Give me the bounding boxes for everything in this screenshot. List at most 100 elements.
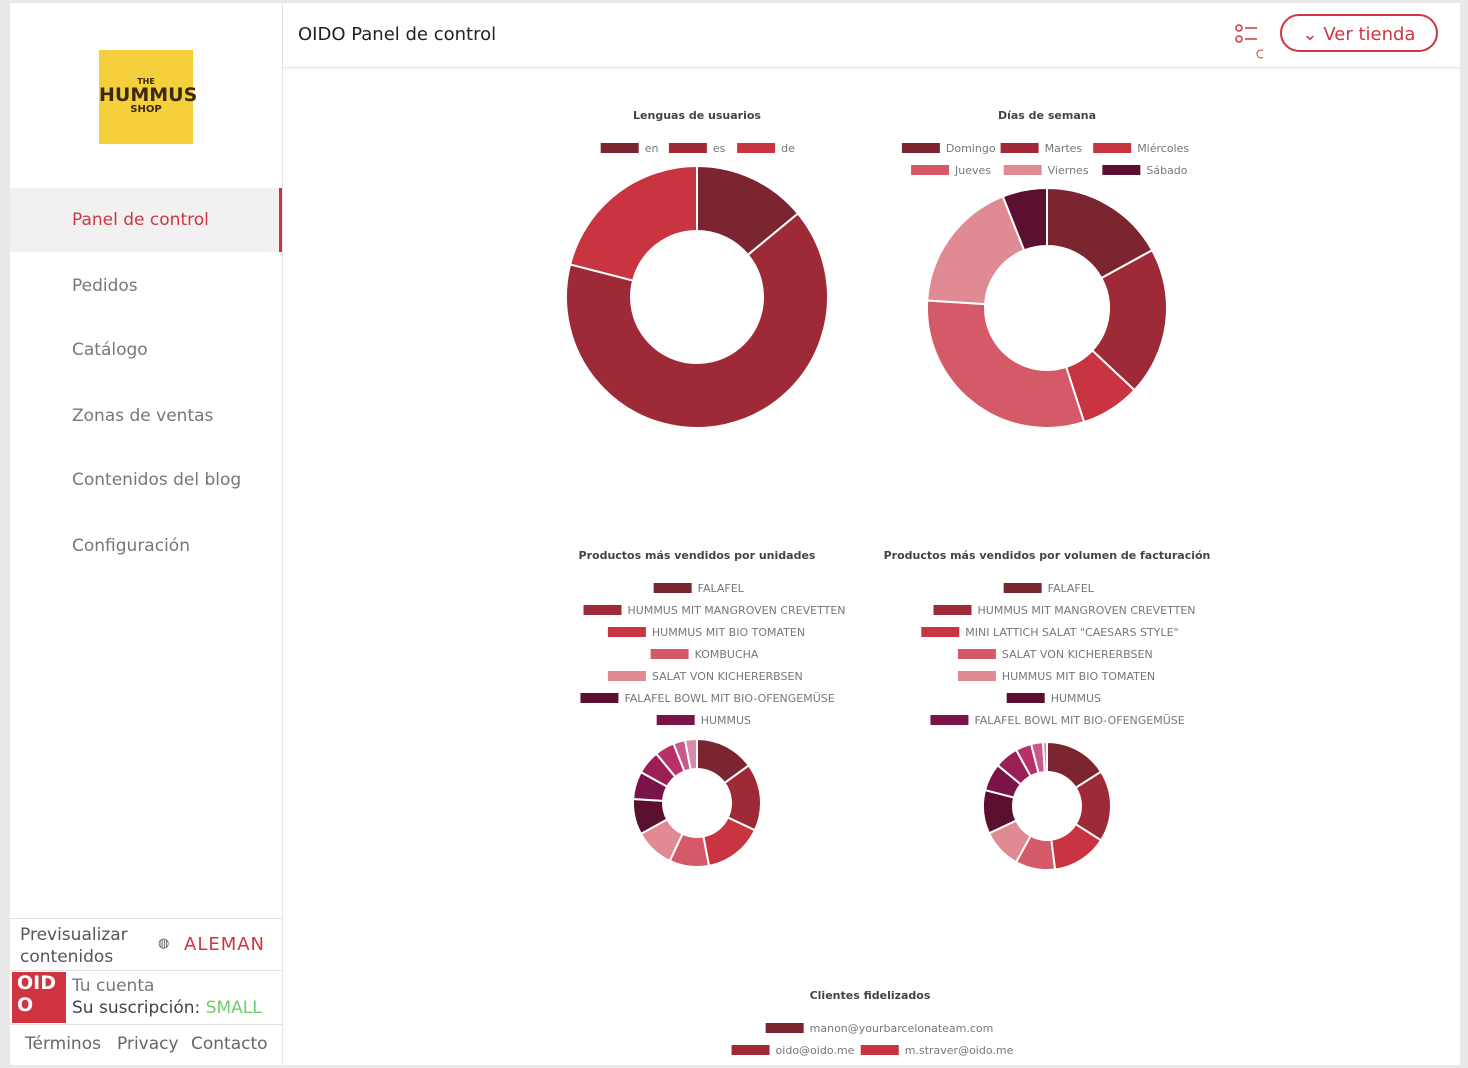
legend: manon@yourbarcelonateam.com oido@oido.me m…	[731, 1022, 1014, 1057]
account-link[interactable]: Tu cuenta	[72, 976, 155, 996]
brand-logo: OID O	[12, 972, 66, 1023]
legend-swatch	[731, 1045, 770, 1055]
globe-icon: ◍	[158, 936, 170, 951]
chart-title: Productos más vendidos por volumen de fa…	[884, 549, 1211, 562]
legend-label: HUMMUS MIT MANGROVEN CREVETTEN	[978, 604, 1196, 617]
donut-segment	[1090, 248, 1168, 392]
brand-text: O	[17, 994, 34, 1016]
nav-item[interactable]: Zonas de ventas	[72, 406, 214, 426]
legend-swatch	[957, 649, 996, 659]
legend-label: FALAFEL	[698, 582, 745, 595]
divider	[10, 970, 282, 971]
legend-label: HUMMUS	[1051, 692, 1101, 705]
legend-label: HUMMUS MIT BIO TOMATEN	[652, 626, 805, 639]
language[interactable]: ALEMAN	[184, 934, 266, 955]
legend-label: HUMMUS	[701, 714, 751, 727]
legend: FALAFEL HUMMUS MIT MANGROVEN CREVETTEN MIN…	[921, 582, 1196, 727]
chart-title: Productos más vendidos por unidades	[579, 549, 816, 562]
button-label: Ver tienda	[1323, 24, 1416, 45]
legend-label: manon@yourbarcelonateam.com	[810, 1022, 994, 1035]
legend-swatch	[737, 143, 776, 153]
legend: en es de	[600, 142, 795, 155]
preview-label: Previsualizar contenidos	[20, 925, 128, 967]
legend-swatch	[583, 605, 622, 615]
header: OIDO Panel de control ⌄ Ver tienda	[283, 3, 1460, 68]
legend: FALAFEL HUMMUS MIT MANGROVEN CREVETTEN HUM…	[580, 582, 846, 727]
legend-label: KOMBUCHA	[695, 648, 759, 661]
chart-title: Días de semana	[998, 109, 1096, 122]
legend-swatch	[1000, 143, 1039, 153]
legend-label: Martes	[1045, 142, 1083, 155]
plan: SMALL	[205, 998, 262, 1018]
donut-segment	[1001, 186, 1048, 252]
legend-label: Sábado	[1146, 164, 1187, 177]
tasks-icon[interactable]	[1233, 23, 1263, 63]
page-title: OIDO Panel de control	[298, 24, 497, 45]
legend-label: SALAT VON KICHERERBSEN	[652, 670, 803, 683]
legend-swatch	[600, 143, 639, 153]
nav-item[interactable]: Pedidos	[72, 276, 138, 296]
footer-link[interactable]: Términos	[25, 1034, 101, 1054]
legend-label: Miércoles	[1137, 142, 1189, 155]
legend-label: en	[645, 142, 659, 155]
legend-swatch	[656, 715, 695, 725]
legend-swatch	[607, 671, 646, 681]
legend-swatch	[930, 715, 969, 725]
legend-swatch	[911, 165, 950, 175]
chart-title: Clientes fidelizados	[810, 989, 931, 1002]
divider	[10, 918, 282, 919]
legend-swatch	[1102, 165, 1141, 175]
legend-swatch	[580, 693, 619, 703]
legend-label: es	[713, 142, 726, 155]
legend-label: SALAT VON KICHERERBSEN	[1002, 648, 1153, 661]
logo-text: HUMMUS	[99, 84, 198, 106]
footer-link[interactable]: Contacto	[191, 1034, 268, 1054]
legend-label: de	[781, 142, 795, 155]
legend-swatch	[607, 627, 646, 637]
charts-area: Lenguas de usuarios en es de Días de semana D…	[565, 109, 1211, 1057]
view-store-button[interactable]: ⌄ Ver tienda	[1280, 14, 1438, 52]
chart-title: Lenguas de usuarios	[633, 109, 761, 122]
nav-item[interactable]: Contenidos del blog	[72, 470, 242, 490]
legend-swatch	[1003, 165, 1042, 175]
legend-swatch	[921, 627, 960, 637]
donut-segment	[1041, 740, 1048, 774]
legend-swatch	[1006, 693, 1045, 703]
legend-label: Jueves	[954, 164, 991, 177]
legend-swatch	[901, 143, 940, 153]
logo[interactable]: THE HUMMUS SHOP	[99, 50, 198, 144]
window: THE HUMMUS SHOP Panel de control Pedidos…	[10, 3, 1460, 1065]
donut-segment	[926, 299, 1086, 429]
footer-link[interactable]: Privacy	[117, 1034, 179, 1054]
legend-swatch	[765, 1023, 804, 1033]
legend-label: oido@oido.me	[776, 1044, 855, 1057]
donut-segment	[565, 212, 829, 429]
legend-swatch	[860, 1045, 899, 1055]
legend-label: Viernes	[1048, 164, 1089, 177]
legend-label: m.straver@oido.me	[905, 1044, 1014, 1057]
divider	[10, 1024, 282, 1025]
brand-text: OID	[17, 972, 56, 994]
legend-swatch	[1093, 143, 1132, 153]
nav-item[interactable]: Panel de control	[10, 188, 282, 252]
legend-label: HUMMUS MIT BIO TOMATEN	[1002, 670, 1155, 683]
legend-label: Domingo	[946, 142, 996, 155]
subscription-label: Su suscripción:	[72, 998, 201, 1018]
donut-segment	[568, 164, 698, 282]
legend-label: FALAFEL BOWL MIT BIO-OFENGEMÜSE	[974, 714, 1184, 727]
sidebar: THE HUMMUS SHOP Panel de control Pedidos…	[10, 3, 283, 1065]
legend-label: FALAFEL	[1048, 582, 1095, 595]
legend-swatch	[653, 583, 692, 593]
legend-label: MINI LATTICH SALAT "CAESARS STYLE"	[965, 626, 1178, 639]
legend-label: HUMMUS MIT MANGROVEN CREVETTEN	[628, 604, 846, 617]
legend-swatch	[933, 605, 972, 615]
legend-label: FALAFEL BOWL MIT BIO-OFENGEMÜSE	[624, 692, 834, 705]
legend: Domingo Martes Miércoles Jueves Viernes Sábad…	[901, 142, 1189, 177]
logo-text: SHOP	[130, 104, 162, 115]
legend-swatch	[1003, 583, 1042, 593]
nav-item[interactable]: Configuración	[72, 536, 190, 556]
logo-text: THE	[137, 77, 155, 86]
legend-swatch	[650, 649, 689, 659]
donut-segment	[683, 737, 698, 771]
nav-item[interactable]: Catálogo	[72, 340, 148, 360]
